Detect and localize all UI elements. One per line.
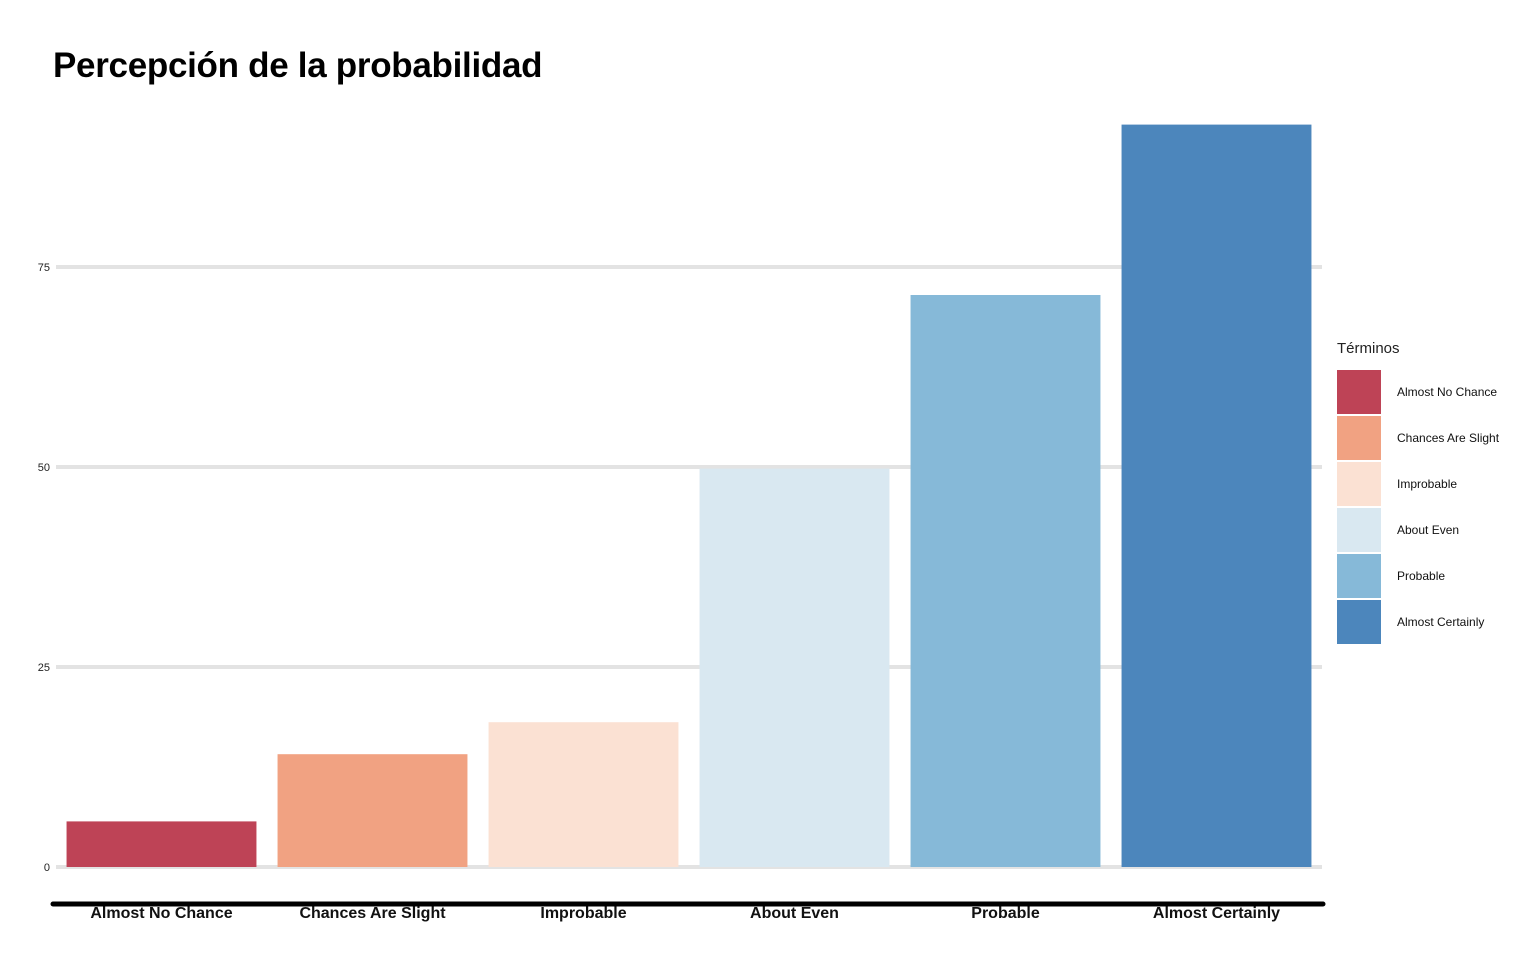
- x-tick-label: Probable: [971, 905, 1040, 922]
- legend-swatch: [1337, 508, 1381, 552]
- legend-label: Chances Are Slight: [1397, 431, 1500, 445]
- bars: [66, 124, 1312, 868]
- legend-label: Almost Certainly: [1397, 615, 1485, 629]
- y-tick-label: 50: [38, 462, 50, 474]
- legend-items: Almost No Chance Chances Are Slight Improb…: [1337, 369, 1499, 645]
- x-tick-label: Improbable: [540, 905, 626, 922]
- legend-item: About Even: [1337, 507, 1499, 553]
- legend-swatch: [1337, 462, 1381, 506]
- y-tick-label: 25: [38, 662, 50, 674]
- legend-title: Términos: [1337, 340, 1400, 357]
- legend-label: Almost No Chance: [1397, 385, 1498, 399]
- legend-label: Improbable: [1397, 477, 1458, 491]
- x-tick-label: About Even: [750, 905, 839, 922]
- bar-almost-no-chance: [66, 821, 257, 867]
- x-tick-label: Almost No Chance: [90, 905, 232, 922]
- legend-swatch: [1337, 416, 1381, 460]
- y-tick-label: 75: [38, 262, 50, 274]
- legend-swatch: [1337, 370, 1381, 414]
- bar-about-even: [699, 468, 890, 867]
- y-tick-label: 0: [44, 862, 50, 874]
- legend-label: About Even: [1397, 523, 1460, 537]
- legend-item: Chances Are Slight: [1337, 415, 1499, 461]
- x-tick-label: Almost Certainly: [1153, 905, 1280, 922]
- x-axis-labels: Almost No Chance Chances Are Slight Improb…: [90, 905, 1280, 922]
- legend-swatch: [1337, 554, 1381, 598]
- bar-chances-are-slight: [277, 754, 468, 867]
- legend-label: Probable: [1397, 569, 1446, 583]
- legend-item: Almost Certainly: [1337, 599, 1499, 645]
- legend-item: Probable: [1337, 553, 1499, 599]
- bar-improbable: [488, 722, 679, 867]
- legend: Términos Almost No Chance Chances Are Sli…: [1337, 340, 1499, 645]
- legend-swatch: [1337, 600, 1381, 644]
- gridlines: [56, 265, 1322, 869]
- chart-title: Percepción de la probabilidad: [53, 46, 543, 85]
- y-axis-ticks: 0 25 50 75: [38, 262, 50, 874]
- bar-probable: [910, 295, 1101, 867]
- x-tick-label: Chances Are Slight: [299, 905, 446, 922]
- legend-item: Improbable: [1337, 461, 1499, 507]
- bar-almost-certainly: [1121, 124, 1312, 868]
- legend-item: Almost No Chance: [1337, 369, 1499, 415]
